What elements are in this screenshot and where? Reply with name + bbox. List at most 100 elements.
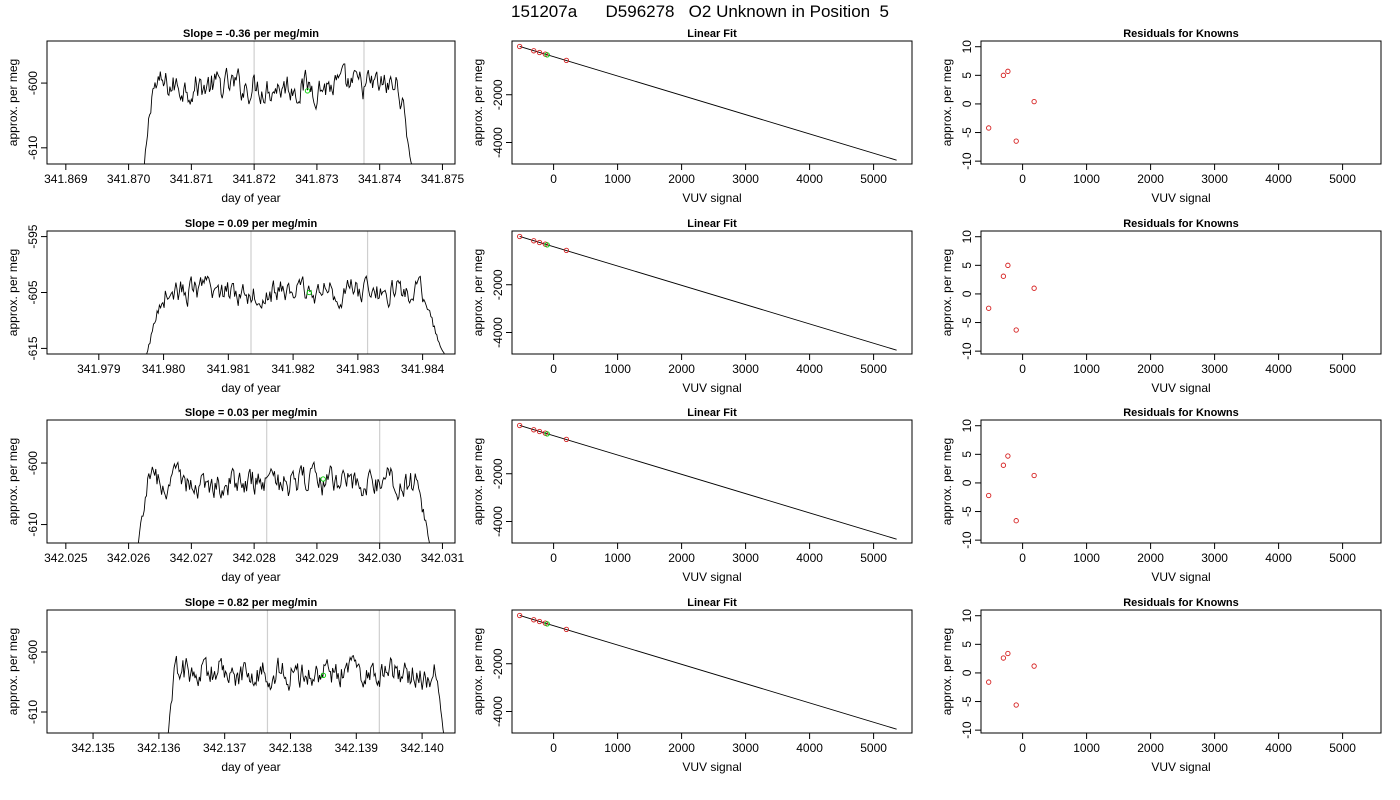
y-tick-label: 5 — [960, 451, 974, 458]
series-line — [167, 655, 445, 733]
unknown-marker — [320, 476, 326, 482]
x-tick-label: 2000 — [668, 362, 695, 376]
x-tick-label: 4000 — [1265, 172, 1292, 186]
x-tick-label: 1000 — [604, 551, 631, 565]
x-tick-label: 341.980 — [142, 362, 186, 376]
y-tick-label: -5 — [960, 127, 974, 138]
fit-line — [519, 46, 897, 161]
y-axis-label: approx. per meg — [940, 628, 954, 715]
plot-frame — [511, 419, 913, 544]
plot-frame — [980, 40, 1382, 165]
plot-area — [517, 422, 897, 540]
x-tick-label: 0 — [1019, 741, 1026, 755]
known-point — [536, 49, 543, 56]
plot-area — [986, 453, 1037, 524]
panel-title: Linear Fit — [687, 218, 737, 230]
x-tick-label: 341.870 — [107, 172, 151, 186]
plot-frame — [46, 419, 456, 544]
x-tick-label: 3000 — [732, 741, 759, 755]
x-tick-label: 342.135 — [71, 741, 115, 755]
panel-title: Residuals for Knowns — [1123, 407, 1239, 419]
x-tick-label: 2000 — [1137, 172, 1164, 186]
y-tick-label: -4000 — [491, 506, 505, 537]
known-point — [536, 428, 543, 435]
y-tick-label: -10 — [960, 531, 974, 549]
x-tick-label: 0 — [1019, 172, 1026, 186]
residual-point — [1013, 138, 1019, 144]
residual-point — [986, 305, 992, 311]
plot-area — [986, 262, 1037, 333]
panel-title: Slope = 0.09 per meg/min — [185, 218, 318, 230]
panel-residuals-0: Residuals for Knowns 0 1000 2000 3000 4000 500… — [940, 28, 1382, 205]
known-point — [536, 618, 543, 625]
x-axis-label: VUV signal — [682, 381, 741, 395]
y-tick-label: -610 — [26, 700, 40, 724]
x-tick-label: 1000 — [1073, 362, 1100, 376]
panel-title: Residuals for Knowns — [1123, 597, 1239, 609]
x-tick-label: 341.874 — [358, 172, 402, 186]
y-tick-label: 0 — [960, 479, 974, 486]
y-tick-label: -5 — [960, 696, 974, 707]
plot-area — [517, 612, 897, 730]
y-axis-label: approx. per meg — [940, 59, 954, 146]
x-tick-label: 1000 — [1073, 172, 1100, 186]
y-tick-label: -5 — [960, 317, 974, 328]
residual-point — [1005, 650, 1011, 657]
y-tick-label: -600 — [26, 71, 40, 95]
x-tick-label: 2000 — [668, 551, 695, 565]
x-tick-label: 3000 — [1201, 172, 1228, 186]
y-tick-label: 0 — [960, 290, 974, 297]
y-tick-label: -4000 — [491, 696, 505, 727]
x-tick-label: 341.869 — [44, 172, 88, 186]
y-tick-label: -605 — [26, 280, 40, 304]
x-tick-label: 342.028 — [232, 551, 276, 565]
x-tick-label: 5000 — [1329, 551, 1356, 565]
known-point — [563, 436, 570, 442]
y-tick-label: -10 — [960, 721, 974, 739]
y-axis-label: approx. per meg — [471, 249, 485, 336]
y-tick-label: -615 — [26, 336, 40, 360]
panel-fit-2: Linear Fit 0 1000 2000 3000 4000 5000 -2000 -400… — [471, 407, 913, 584]
plot-frame — [46, 230, 456, 355]
y-tick-label: 10 — [960, 609, 974, 623]
known-point — [563, 57, 570, 63]
residual-point — [1013, 518, 1019, 524]
x-tick-label: 5000 — [860, 551, 887, 565]
plot-area — [986, 650, 1037, 708]
y-tick-label: -4000 — [491, 317, 505, 348]
unknown-marker — [306, 289, 312, 296]
y-tick-label: -5 — [960, 506, 974, 517]
plot-area — [986, 68, 1037, 144]
y-tick-label: -2000 — [491, 79, 505, 110]
x-tick-label: 341.871 — [170, 172, 214, 186]
known-point — [531, 617, 537, 623]
x-axis-label: VUV signal — [682, 760, 741, 774]
plot-frame — [980, 609, 1382, 734]
series-line — [146, 275, 445, 354]
x-tick-label: 5000 — [860, 172, 887, 186]
x-tick-label: 3000 — [1201, 362, 1228, 376]
panel-timeseries-2: Slope = 0.03 per meg/min 342.025 342.026 34… — [6, 407, 464, 584]
y-tick-label: -4000 — [491, 127, 505, 158]
y-tick-label: -2000 — [491, 458, 505, 489]
x-tick-label: 5000 — [1329, 362, 1356, 376]
panel-title: Linear Fit — [687, 407, 737, 419]
known-point — [531, 427, 537, 433]
page-title: 151207a D596278 O2 Unknown in Position 5 — [510, 2, 890, 21]
known-point — [536, 239, 543, 246]
x-axis-label: VUV signal — [1151, 381, 1210, 395]
x-tick-label: 3000 — [732, 362, 759, 376]
x-tick-label: 5000 — [1329, 172, 1356, 186]
y-tick-label: 10 — [960, 419, 974, 433]
unknown-point — [544, 52, 550, 58]
fit-line — [519, 425, 897, 540]
x-tick-label: 342.027 — [170, 551, 214, 565]
residual-point — [1013, 327, 1019, 333]
x-tick-label: 0 — [1019, 551, 1026, 565]
panel-title: Slope = 0.03 per meg/min — [185, 407, 318, 419]
x-tick-label: 342.029 — [295, 551, 339, 565]
panel-timeseries-0: Slope = -0.36 per meg/min 341.869 341.870 3… — [6, 28, 464, 205]
known-point — [517, 43, 523, 50]
x-tick-label: 342.026 — [107, 551, 151, 565]
residual-point — [1005, 453, 1011, 459]
